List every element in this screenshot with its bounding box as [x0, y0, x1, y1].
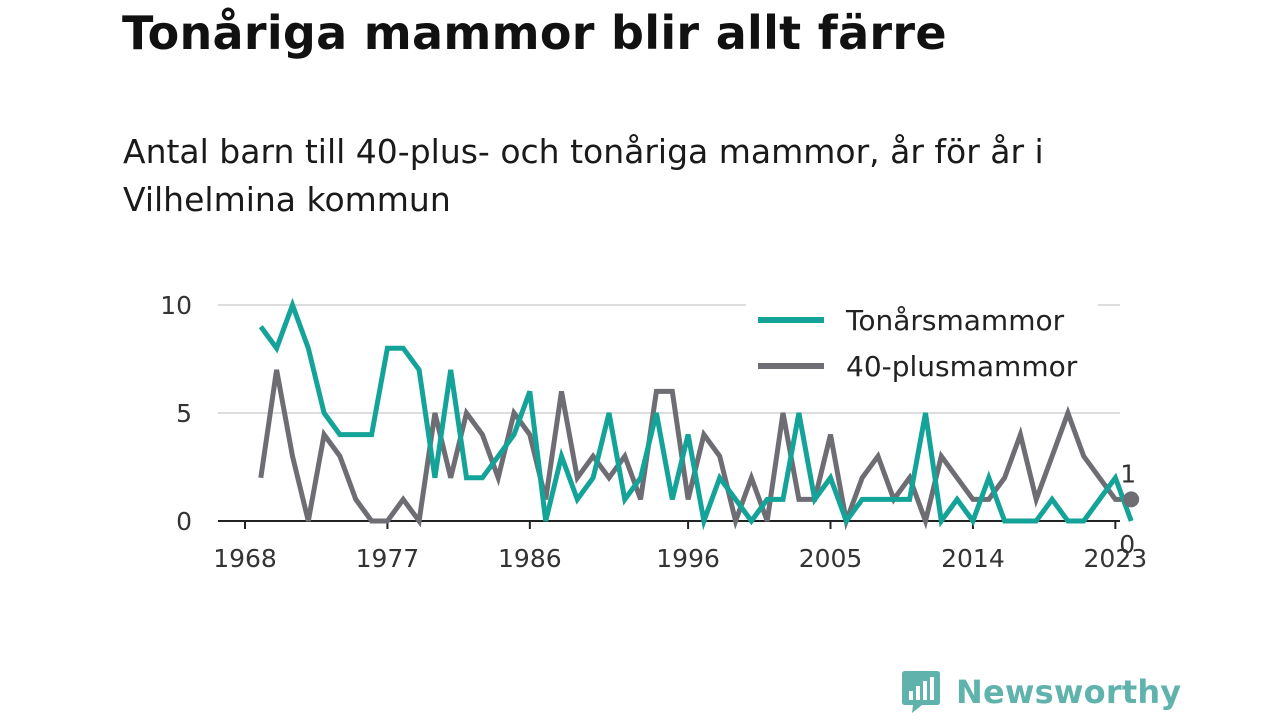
x-tick-label: 2023	[1084, 544, 1148, 573]
series-lines	[258, 297, 1140, 531]
end-point-marker	[1123, 491, 1140, 508]
x-tick-label: 1968	[213, 544, 277, 573]
x-tick-label: 1996	[656, 544, 720, 573]
brand-logo: Newsworthy	[900, 668, 1181, 716]
x-tick-label: 1977	[356, 544, 420, 573]
y-tick-label: 0	[176, 507, 192, 536]
y-tick-label: 5	[176, 399, 192, 428]
x-tick-label: 2014	[941, 544, 1005, 573]
end-value-label: 1	[1120, 459, 1136, 488]
newsworthy-logo-icon	[902, 671, 940, 713]
series-line-Tonårsmammor	[258, 297, 1134, 531]
chart-title: Tonåriga mammor blir allt färre	[122, 6, 947, 60]
chart-subtitle: Antal barn till 40-plus- och tonåriga ma…	[123, 132, 1044, 219]
legend-label: Tonårsmammor	[845, 304, 1065, 337]
series-line-40-plusmammor	[258, 369, 1132, 531]
y-tick-label: 10	[160, 291, 192, 320]
x-axis	[218, 520, 1120, 529]
chart-legend: Tonårsmammor 40-plusmammor	[746, 296, 1098, 388]
x-tick-label: 1986	[498, 544, 562, 573]
x-tick-label: 2005	[799, 544, 863, 573]
brand-name: Newsworthy	[956, 673, 1182, 711]
legend-label: 40-plusmammor	[846, 350, 1078, 383]
legend-background	[746, 296, 1098, 388]
end-value-label: 0	[1119, 530, 1135, 559]
